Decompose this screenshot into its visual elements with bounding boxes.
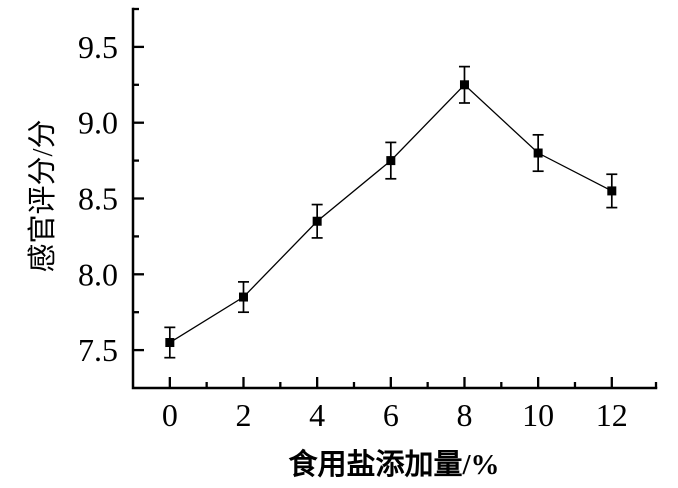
data-point-marker (238, 292, 248, 302)
y-axis-title: 感官评分/分 (26, 119, 59, 272)
y-tick-label: 9.5 (78, 29, 118, 65)
data-point-marker (386, 156, 396, 166)
data-point-marker (312, 216, 322, 226)
x-tick-label: 0 (162, 397, 178, 433)
data-point-marker (533, 148, 543, 158)
x-tick-label: 2 (235, 397, 251, 433)
data-point-marker (165, 338, 175, 348)
x-tick-label: 10 (522, 397, 554, 433)
axis-frame (131, 7, 658, 390)
x-tick-label: 4 (309, 397, 325, 433)
y-tick-label: 9.0 (78, 105, 118, 141)
x-tick-label: 6 (383, 397, 399, 433)
y-tick-label: 7.5 (78, 332, 118, 368)
data-line (169, 83, 613, 344)
axis-ticks (133, 7, 658, 388)
x-axis-title: 食用盐添加量/% (288, 447, 499, 481)
data-point-marker (459, 80, 469, 90)
tick-labels: 0 2 4 6 8 10 12 7.5 8.0 8.5 9.0 9.5 (78, 29, 628, 433)
axes (131, 7, 658, 390)
data-series (164, 65, 618, 359)
data-point-marker (607, 186, 617, 196)
y-tick-label: 8.0 (78, 256, 118, 292)
y-tick-label: 8.5 (78, 181, 118, 217)
x-tick-label: 8 (456, 397, 472, 433)
x-tick-label: 12 (596, 397, 628, 433)
